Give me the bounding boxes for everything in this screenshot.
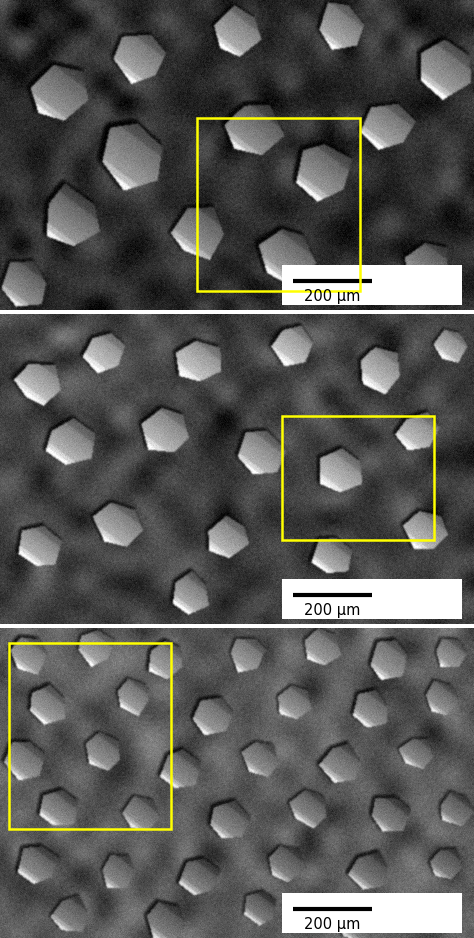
Bar xyxy=(9,643,171,829)
Bar xyxy=(282,893,462,933)
Bar xyxy=(282,579,462,619)
Text: 200 μm: 200 μm xyxy=(304,603,361,618)
Text: 200 μm: 200 μm xyxy=(304,289,361,304)
Text: 200 μm: 200 μm xyxy=(304,917,361,932)
Bar xyxy=(282,265,462,306)
Bar xyxy=(197,118,360,292)
Bar xyxy=(282,416,434,540)
